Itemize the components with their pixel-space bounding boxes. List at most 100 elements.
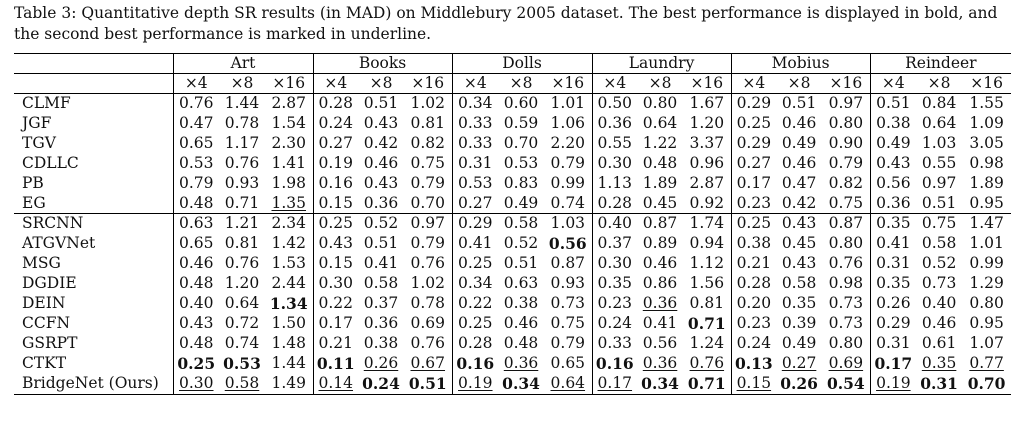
scale-header: ×4 (451, 73, 499, 94)
value-cell: 0.56 (869, 173, 917, 194)
value-text: 3.05 (969, 133, 1004, 152)
value-cell: 0.34 (451, 274, 499, 295)
value-text: 0.92 (689, 193, 725, 212)
value-cell: 0.17 (869, 353, 917, 374)
value-cell: 0.25 (451, 313, 499, 334)
value-text: 0.99 (550, 173, 586, 192)
value-text: 0.23 (736, 313, 772, 332)
value-text: 0.40 (921, 294, 957, 313)
value-text: 0.90 (828, 133, 864, 152)
value-cell: 1.12 (683, 254, 731, 274)
value-cell: 0.24 (730, 333, 777, 354)
value-text: 0.35 (921, 353, 957, 372)
value-cell: 0.29 (451, 213, 499, 235)
value-cell: 0.21 (730, 254, 777, 275)
method-name: MSG (22, 254, 61, 273)
value-text: 0.50 (597, 94, 633, 112)
value-cell: 0.76 (683, 354, 731, 374)
value-cell: 0.51 (869, 92, 917, 114)
value-cell: 0.76 (172, 92, 219, 114)
value-text: 0.79 (178, 173, 214, 192)
value-cell: 0.16 (451, 353, 499, 374)
value-cell: 0.48 (498, 334, 544, 354)
value-text: 0.13 (734, 353, 773, 373)
value-text: 0.80 (828, 234, 864, 253)
value-cell: 0.48 (172, 193, 219, 214)
value-text: 0.36 (597, 113, 633, 132)
scale-header-row: ×4 ×8 ×16 ×4 ×8 ×16 ×4 ×8 ×16 ×4 ×8 ×16 ×4 ×8 ×16 ×4 ×8 ×… (14, 73, 1012, 94)
value-text: 1.47 (969, 214, 1004, 233)
scale-header: ×16 (683, 73, 732, 94)
value-cell: 1.02 (404, 274, 452, 294)
value-text: 0.26 (780, 373, 818, 393)
value-text: 0.87 (550, 254, 586, 273)
value-cell: 0.56 (637, 334, 683, 354)
value-text: 3.37 (689, 133, 725, 152)
scale-header: ×4 (312, 73, 359, 94)
value-cell: 0.41 (869, 234, 917, 255)
value-text: 0.28 (736, 274, 772, 293)
value-cell: 0.70 (404, 194, 452, 214)
value-text: 0.11 (316, 353, 355, 373)
value-cell: 0.28 (730, 274, 777, 295)
value-text: 0.19 (318, 153, 354, 172)
value-text: 0.28 (458, 333, 493, 352)
value-text: 0.48 (178, 274, 214, 293)
value-cell: 1.06 (544, 114, 592, 134)
value-cell: 0.26 (358, 354, 404, 374)
value-cell: 0.35 (591, 274, 638, 295)
value-text: 0.36 (642, 353, 678, 372)
value-text: 0.76 (689, 353, 725, 372)
value-cell: 0.20 (730, 294, 777, 314)
value-cell: 0.27 (730, 153, 777, 174)
value-cell: 0.46 (498, 314, 544, 334)
value-text: 0.69 (828, 353, 864, 372)
value-text: 0.34 (458, 94, 493, 112)
value-cell: 0.49 (776, 134, 822, 154)
value-text: 0.80 (828, 333, 864, 352)
value-text: 0.35 (781, 294, 817, 313)
value-text: 1.89 (642, 173, 678, 192)
value-cell: 0.36 (637, 294, 683, 314)
value-text: 0.86 (642, 274, 678, 293)
value-cell: 0.35 (869, 213, 917, 235)
value-cell: 0.36 (358, 314, 404, 334)
value-cell: 0.41 (451, 234, 499, 255)
value-text: 0.21 (736, 254, 772, 273)
value-cell: 1.34 (265, 294, 313, 314)
value-cell: 0.46 (776, 154, 822, 174)
value-text: 1.35 (271, 193, 307, 212)
value-cell: 0.51 (498, 254, 544, 274)
table-row: JGF 0.47 0.78 1.54 0.24 0.43 0.81 0.33 0.59 1.06 0… (14, 113, 1011, 134)
value-text: 0.38 (876, 113, 911, 132)
value-cell: 0.58 (776, 274, 822, 294)
value-cell: 1.01 (962, 234, 1011, 254)
value-text: 1.55 (969, 94, 1004, 112)
method-name: BridgeNet (Ours) (14, 373, 173, 395)
value-text: 0.64 (550, 373, 586, 392)
value-text: 0.46 (921, 313, 957, 332)
value-cell: 0.24 (591, 313, 638, 334)
table-caption: Table 3: Quantitative depth SR results (… (14, 4, 998, 43)
value-text: 0.23 (736, 193, 772, 212)
value-text: 0.49 (781, 133, 817, 152)
value-cell: 0.28 (451, 333, 499, 354)
value-cell: 1.09 (962, 114, 1011, 134)
value-text: 0.73 (550, 294, 586, 313)
method-name: PB (22, 173, 44, 192)
value-cell: 0.17 (591, 373, 638, 395)
value-cell: 0.25 (730, 213, 777, 235)
value-text: 0.36 (642, 294, 678, 313)
value-text: 0.73 (921, 274, 957, 293)
value-text: 1.03 (550, 214, 586, 233)
value-text: 2.20 (550, 133, 586, 152)
value-text: 0.41 (363, 254, 399, 273)
value-text: 0.33 (458, 113, 493, 132)
value-text: 0.58 (781, 274, 817, 293)
value-cell: 2.87 (265, 92, 314, 114)
value-text: 0.51 (921, 193, 957, 212)
value-text: 0.73 (828, 313, 864, 332)
value-cell: 0.76 (822, 254, 870, 274)
value-text: 1.01 (550, 94, 586, 112)
value-cell: 0.98 (822, 274, 870, 294)
